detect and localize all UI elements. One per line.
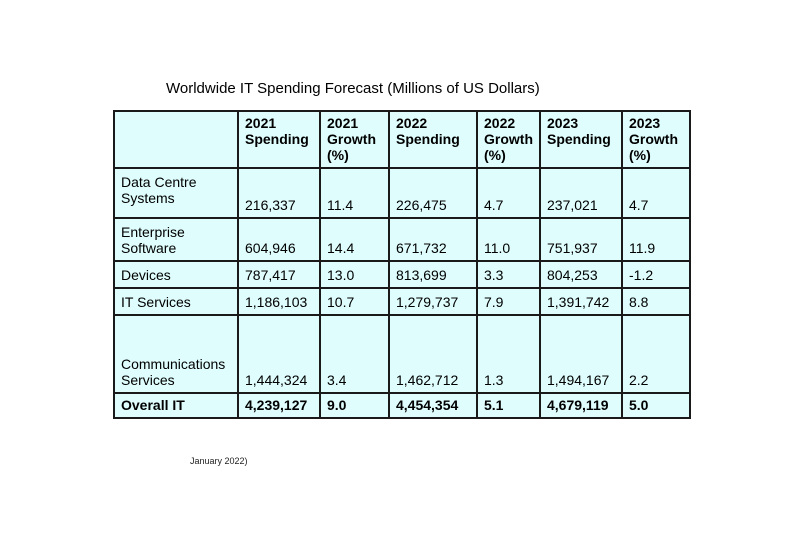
header-cell-2021-spending: 2021 Spending <box>237 110 321 169</box>
table-cell: 671,732 <box>388 217 478 262</box>
header-cell-2022-spending: 2022 Spending <box>388 110 478 169</box>
table-title: Worldwide IT Spending Forecast (Millions… <box>166 80 540 97</box>
table-cell: 1,444,324 <box>237 314 321 394</box>
table-cell: 10.7 <box>319 287 390 316</box>
table-cell: 1,494,167 <box>539 314 623 394</box>
table-cell: 813,699 <box>388 260 478 289</box>
table-cell: 11.0 <box>476 217 541 262</box>
table-row: IT Services 1,186,103 10.7 1,279,737 7.9… <box>113 287 691 316</box>
table-cell: 13.0 <box>319 260 390 289</box>
row-label: Data Centre Systems <box>113 167 239 219</box>
table-cell: 751,937 <box>539 217 623 262</box>
table-cell: 1,186,103 <box>237 287 321 316</box>
table-cell: 4.7 <box>476 167 541 219</box>
spending-table: 2021 Spending 2021 Growth (%) 2022 Spend… <box>113 110 691 419</box>
table-cell: 3.4 <box>319 314 390 394</box>
table-cell: 226,475 <box>388 167 478 219</box>
table-cell: 9.0 <box>319 392 390 419</box>
table-cell: 604,946 <box>237 217 321 262</box>
table-cell: 3.3 <box>476 260 541 289</box>
table-cell: 2.2 <box>621 314 691 394</box>
table-cell: 237,021 <box>539 167 623 219</box>
table-cell: -1.2 <box>621 260 691 289</box>
table-cell: 1,462,712 <box>388 314 478 394</box>
table-cell: 4,454,354 <box>388 392 478 419</box>
table-cell: 5.0 <box>621 392 691 419</box>
table-cell: 804,253 <box>539 260 623 289</box>
table-cell: 4.7 <box>621 167 691 219</box>
header-cell-2023-spending: 2023 Spending <box>539 110 623 169</box>
table-row: Devices 787,417 13.0 813,699 3.3 804,253… <box>113 260 691 289</box>
header-cell-blank <box>113 110 239 169</box>
header-cell-2023-growth: 2023 Growth (%) <box>621 110 691 169</box>
table-cell: 11.4 <box>319 167 390 219</box>
table-cell: 5.1 <box>476 392 541 419</box>
table-cell: 1,391,742 <box>539 287 623 316</box>
table-cell: 787,417 <box>237 260 321 289</box>
table-cell: 4,679,119 <box>539 392 623 419</box>
row-label: Enterprise Software <box>113 217 239 262</box>
table-header-row: 2021 Spending 2021 Growth (%) 2022 Spend… <box>113 110 691 169</box>
table-cell: 14.4 <box>319 217 390 262</box>
table-total-row: Overall IT 4,239,127 9.0 4,454,354 5.1 4… <box>113 392 691 419</box>
header-cell-2022-growth: 2022 Growth (%) <box>476 110 541 169</box>
table-row: Communications Services 1,444,324 3.4 1,… <box>113 314 691 394</box>
source-note: January 2022) <box>190 456 248 466</box>
table-row: Data Centre Systems 216,337 11.4 226,475… <box>113 167 691 219</box>
table-cell: 1,279,737 <box>388 287 478 316</box>
table-cell: 7.9 <box>476 287 541 316</box>
table-row: Enterprise Software 604,946 14.4 671,732… <box>113 217 691 262</box>
row-label: Overall IT <box>113 392 239 419</box>
table-cell: 1.3 <box>476 314 541 394</box>
table-cell: 11.9 <box>621 217 691 262</box>
row-label: Devices <box>113 260 239 289</box>
table-cell: 216,337 <box>237 167 321 219</box>
table-cell: 8.8 <box>621 287 691 316</box>
row-label: IT Services <box>113 287 239 316</box>
row-label: Communications Services <box>113 314 239 394</box>
table-cell: 4,239,127 <box>237 392 321 419</box>
header-cell-2021-growth: 2021 Growth (%) <box>319 110 390 169</box>
